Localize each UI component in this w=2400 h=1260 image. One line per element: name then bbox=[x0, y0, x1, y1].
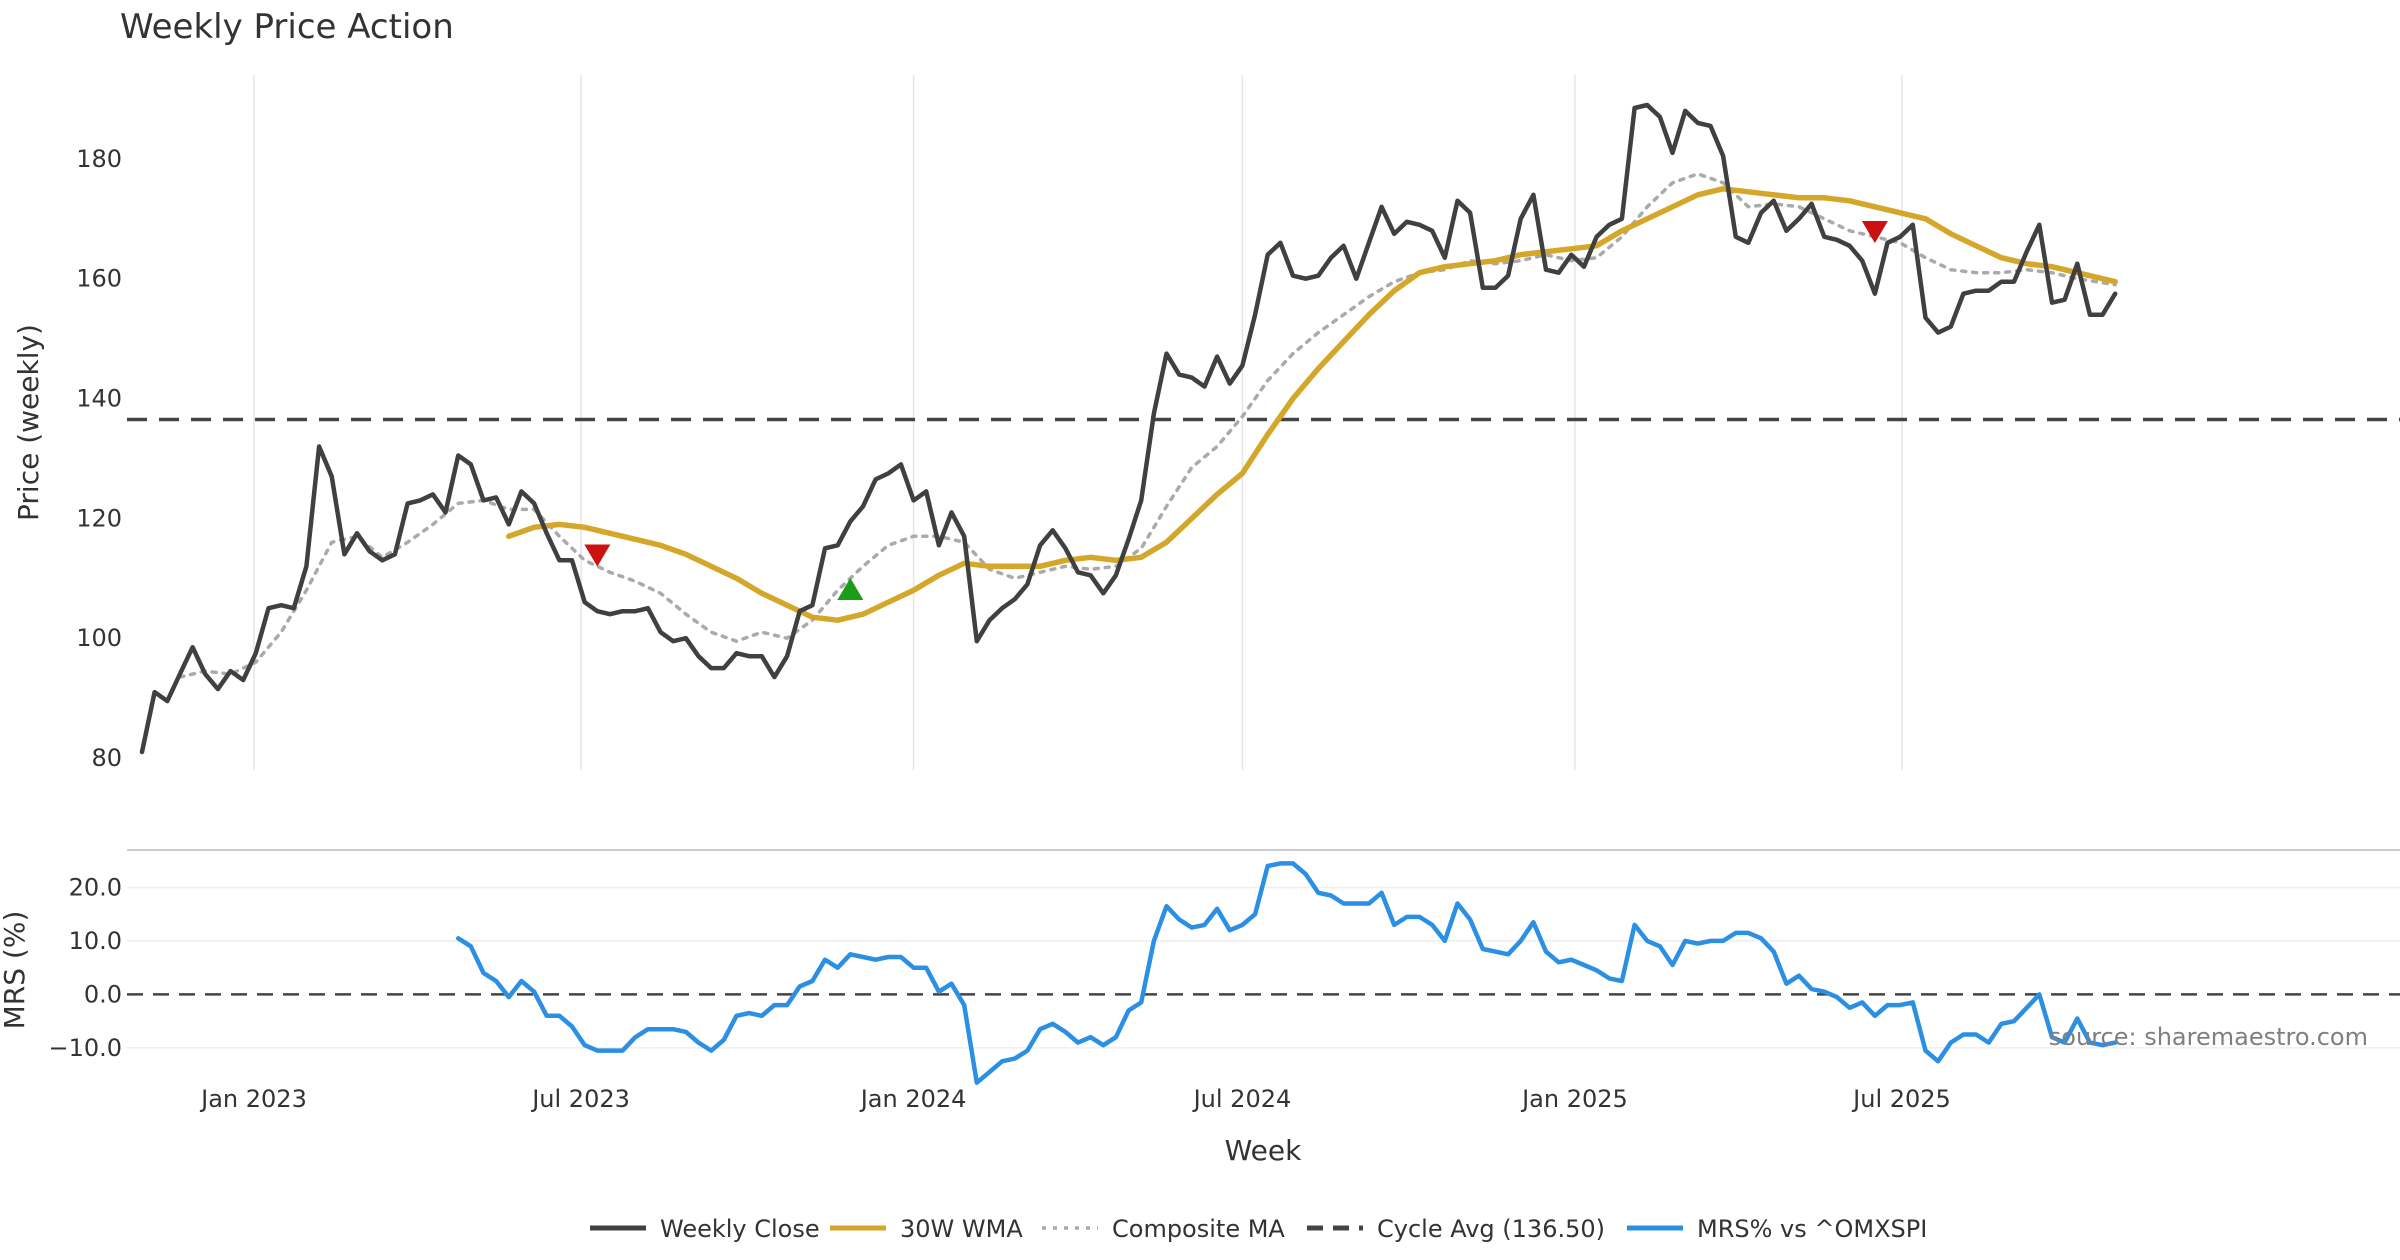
mrs-y-tick-label: 10.0 bbox=[69, 927, 122, 955]
price-y-tick-label: 120 bbox=[76, 504, 122, 532]
legend-label: 30W WMA bbox=[900, 1215, 1023, 1243]
weekly-close-line bbox=[139, 102, 2118, 755]
x-tick-label: Jul 2024 bbox=[1192, 1085, 1292, 1113]
mrs-panel: −10.0 0.0 10.0 20.0 MRS (%) source: sharema… bbox=[0, 849, 2400, 1085]
price-panel: 80 100 120 140 160 180 Price (weekly) bbox=[12, 75, 2400, 772]
mrs-y-ticks: −10.0 0.0 10.0 20.0 bbox=[48, 873, 122, 1061]
chart-title: Weekly Price Action bbox=[120, 7, 454, 47]
x-axis-label: Week bbox=[1225, 1134, 1302, 1167]
mrs-line bbox=[455, 861, 2118, 1085]
legend-item: Cycle Avg (136.50) bbox=[1307, 1215, 1605, 1243]
price-series bbox=[139, 102, 2118, 755]
price-y-tick-label: 100 bbox=[76, 624, 122, 652]
signal-markers bbox=[584, 221, 1888, 601]
buy-signal-marker bbox=[837, 577, 864, 601]
price-y-tick-label: 140 bbox=[76, 385, 122, 413]
x-tick-label: Jan 2024 bbox=[859, 1085, 967, 1113]
wma30-line bbox=[506, 186, 2118, 623]
mrs-y-tick-label: −10.0 bbox=[48, 1034, 122, 1062]
legend-item: Composite MA bbox=[1042, 1215, 1285, 1243]
x-ticks: Jan 2023 Jul 2023 Jan 2024 Jul 2024 Jan 2025… bbox=[199, 1085, 1951, 1113]
legend-label: Weekly Close bbox=[660, 1215, 820, 1243]
legend-label: Composite MA bbox=[1112, 1215, 1285, 1243]
legend: Weekly Close 30W WMA Composite MA Cycle Avg… bbox=[590, 1215, 1927, 1243]
price-y-axis-label: Price (weekly) bbox=[12, 324, 45, 521]
x-tick-label: Jul 2023 bbox=[530, 1085, 630, 1113]
x-tick-label: Jul 2025 bbox=[1851, 1085, 1951, 1113]
mrs-y-axis-label: MRS (%) bbox=[0, 911, 31, 1030]
legend-label: MRS% vs ^OMXSPI bbox=[1697, 1215, 1927, 1243]
legend-label: Cycle Avg (136.50) bbox=[1377, 1215, 1605, 1243]
mrs-y-tick-label: 0.0 bbox=[84, 980, 122, 1008]
legend-item: MRS% vs ^OMXSPI bbox=[1627, 1215, 1927, 1243]
x-tick-label: Jan 2025 bbox=[1520, 1085, 1628, 1113]
sell-signal-marker bbox=[584, 544, 611, 567]
mrs-series bbox=[455, 861, 2118, 1085]
legend-item: 30W WMA bbox=[830, 1215, 1023, 1243]
legend-item: Weekly Close bbox=[590, 1215, 820, 1243]
price-y-tick-label: 160 bbox=[76, 265, 122, 293]
price-y-tick-label: 80 bbox=[91, 744, 122, 772]
price-y-tick-label: 180 bbox=[76, 145, 122, 173]
source-note: source: sharemaestro.com bbox=[2049, 1023, 2368, 1051]
sell-signal-marker bbox=[1861, 221, 1888, 244]
x-tick-label: Jan 2023 bbox=[199, 1085, 307, 1113]
price-y-ticks: 80 100 120 140 160 180 bbox=[76, 145, 122, 772]
mrs-y-tick-label: 20.0 bbox=[69, 873, 122, 901]
